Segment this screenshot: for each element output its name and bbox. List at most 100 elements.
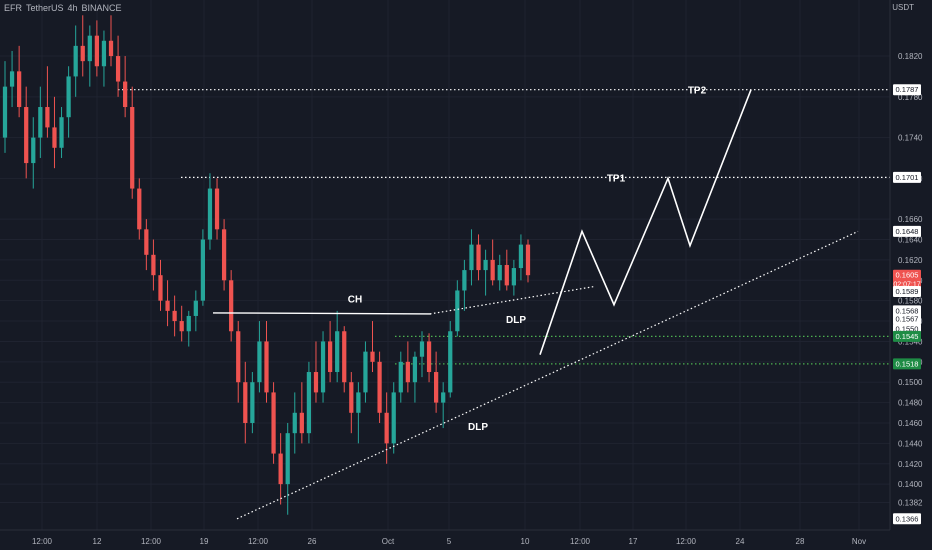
dlp-main-label: DLP: [468, 422, 488, 433]
candle-body: [412, 356, 418, 383]
candle-body: [31, 137, 36, 164]
candle-body: [94, 35, 99, 67]
price-tick-label: 0.1500: [898, 378, 923, 387]
price-axis[interactable]: 0.18200.17800.17400.17000.16600.16400.16…: [893, 52, 923, 525]
price-tag[interactable]: 0.1518: [893, 358, 921, 370]
candle-body: [87, 35, 92, 62]
price-tag-box: [893, 513, 921, 525]
candle: [292, 392, 297, 454]
price-tag-value: 0.1366: [896, 514, 919, 523]
price-tag-countdown: 02:07:17: [893, 282, 920, 289]
candle: [31, 117, 36, 189]
trendline-drawings[interactable]: [212, 89, 859, 520]
price-tag[interactable]: 0.1648: [893, 225, 921, 237]
candle: [38, 86, 43, 158]
price-tick-label: 0.1440: [898, 439, 923, 448]
candle: [518, 234, 524, 281]
price-tag-value: 0.1568: [896, 306, 919, 315]
candle-body: [398, 361, 403, 393]
candle-body: [497, 265, 502, 281]
symbol-legend[interactable]: EFR TetherUS 4h BINANCE: [4, 3, 126, 13]
candle-body: [511, 268, 516, 286]
candle: [193, 290, 198, 332]
candle: [370, 321, 375, 373]
candle: [214, 178, 220, 240]
price-tag[interactable]: 0.1366: [893, 513, 921, 525]
candle-body: [426, 341, 432, 373]
candle-body: [108, 40, 114, 57]
price-tag[interactable]: 0.1567: [893, 313, 921, 325]
candle: [476, 234, 481, 281]
candle: [426, 333, 432, 383]
candle: [80, 15, 85, 77]
candle-body: [9, 71, 15, 87]
candle: [363, 341, 368, 403]
candle: [52, 96, 57, 169]
time-tick-label: 19: [200, 537, 209, 546]
candle: [278, 433, 283, 505]
price-tick-label: 0.1540: [898, 337, 923, 346]
tp1-label: TP1: [607, 173, 626, 184]
candle-body: [370, 351, 375, 362]
ch-label: CH: [348, 295, 362, 306]
candle-body: [137, 188, 142, 230]
candle-body: [264, 341, 269, 393]
candle: [229, 270, 234, 342]
candle-body: [455, 290, 460, 332]
price-tag[interactable]: 0.1701: [893, 171, 921, 183]
price-tag-box: [893, 330, 921, 342]
candle: [144, 219, 149, 271]
candle: [271, 382, 276, 464]
candle-body: [419, 341, 425, 357]
price-tag[interactable]: 0.1589: [893, 286, 921, 297]
candle-body: [342, 331, 347, 383]
candle-body: [193, 300, 198, 316]
candle: [313, 341, 319, 403]
candle-body: [144, 229, 149, 255]
time-tick-label: 12:00: [32, 537, 53, 546]
tp2-label: TP2: [688, 86, 707, 97]
price-tag[interactable]: 0.1545: [893, 330, 921, 342]
candle: [243, 361, 248, 444]
candle-body: [292, 412, 297, 434]
price-tick-label: 0.1480: [898, 399, 923, 408]
time-axis[interactable]: 12:00 12 12:00 19 12:00 26 Oct 5 10 12:00 17 12:00 2…: [32, 537, 866, 546]
candle: [123, 56, 128, 118]
symbol-name: EFR: [4, 3, 22, 13]
price-tick-label: 0.1780: [898, 93, 923, 102]
time-tick-label: 24: [736, 537, 745, 546]
time-tick-label: 17: [629, 537, 638, 546]
time-tick-label: 12: [93, 537, 102, 546]
annotation-labels: TP2 TP1 CH DLP DLP: [348, 86, 707, 433]
candle: [511, 259, 516, 296]
candle-body: [349, 382, 354, 413]
candle-body: [391, 392, 396, 444]
candle-body: [73, 45, 78, 77]
candle-body: [306, 372, 312, 434]
horizontal-levels: [118, 89, 890, 365]
candle: [130, 86, 135, 199]
candle-body: [377, 361, 382, 413]
candle-body: [363, 351, 368, 393]
candle: [462, 259, 467, 311]
exchange-name: BINANCE: [81, 3, 122, 13]
candle-body: [207, 188, 213, 240]
candle-body: [483, 259, 488, 271]
projected-path: [539, 89, 752, 355]
price-tick-label: 0.1640: [898, 236, 923, 245]
candle: [455, 280, 460, 337]
grid-lines: [0, 0, 890, 530]
candle: [236, 321, 241, 403]
time-tick-label: 12:00: [141, 537, 162, 546]
candle: [384, 392, 389, 464]
candle-body: [313, 372, 319, 393]
price-tag[interactable]: 0.1787: [893, 84, 921, 96]
candle: [66, 66, 71, 138]
time-tick-label: 26: [308, 537, 317, 546]
candle-body: [101, 40, 107, 67]
candle-body: [17, 71, 22, 108]
candle: [108, 15, 114, 67]
candle: [434, 351, 439, 413]
price-tag[interactable]: 0.1605 02:07:17: [893, 269, 921, 290]
